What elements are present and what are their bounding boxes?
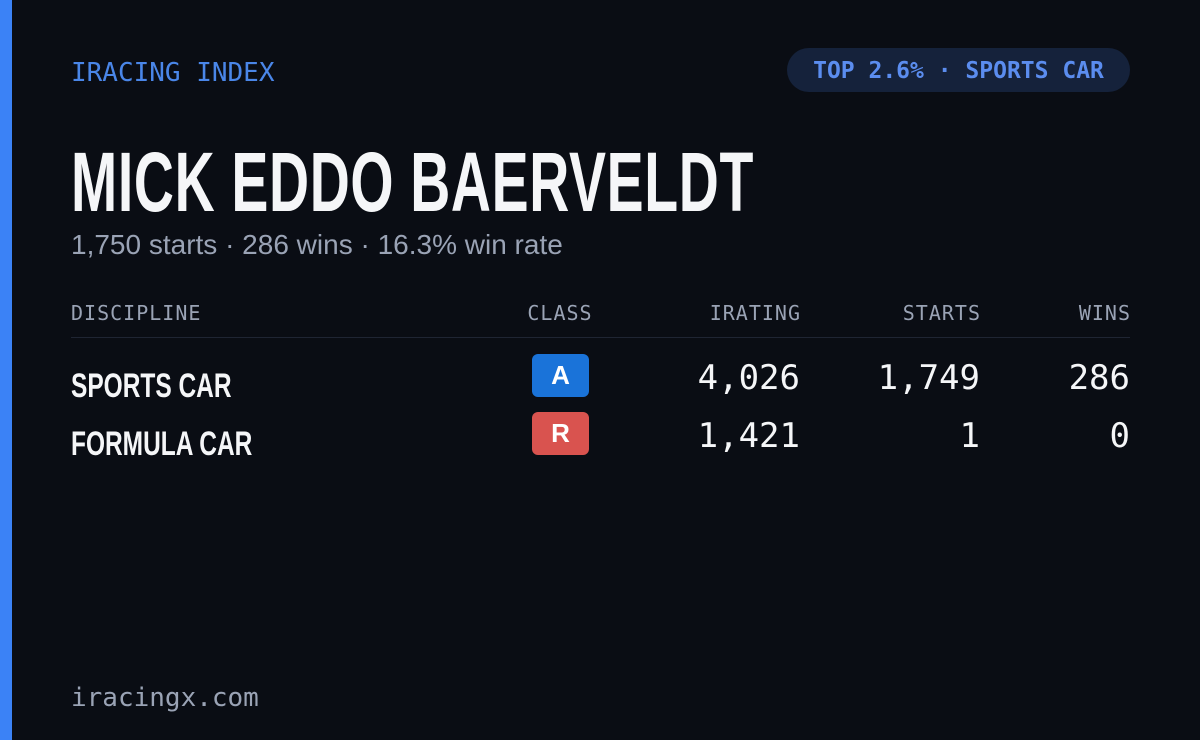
header-rule [71, 337, 1130, 338]
stat-value: 4,026 [697, 358, 800, 398]
column-header: IRATING [709, 301, 801, 325]
driver-summary: 1,750 starts · 286 wins · 16.3% win rate [71, 229, 563, 260]
discipline: FORMULA CAR [71, 425, 253, 463]
discipline: SPORTS CAR [71, 367, 232, 405]
column-header: WINS [1078, 301, 1131, 325]
class-badge: A [532, 354, 589, 397]
rank-badge: TOP 2.6% · SPORTS CAR [787, 48, 1130, 92]
stat-value: 1,749 [877, 358, 980, 398]
stat-value: 286 [1068, 358, 1130, 398]
column-header: CLASS [527, 301, 593, 325]
driver-name: MICK EDDO BAERVELDT [71, 135, 754, 229]
class-badge: R [532, 412, 589, 455]
brand: IRACING INDEX [71, 58, 275, 88]
stat-value: 1,421 [697, 416, 800, 456]
column-header: DISCIPLINE [71, 301, 202, 325]
accent-stripe [0, 0, 12, 740]
stat-value: 1 [959, 416, 980, 456]
stat-value: 0 [1109, 416, 1130, 456]
footer-link: iracingx.com [71, 683, 259, 713]
column-header: STARTS [902, 301, 981, 325]
